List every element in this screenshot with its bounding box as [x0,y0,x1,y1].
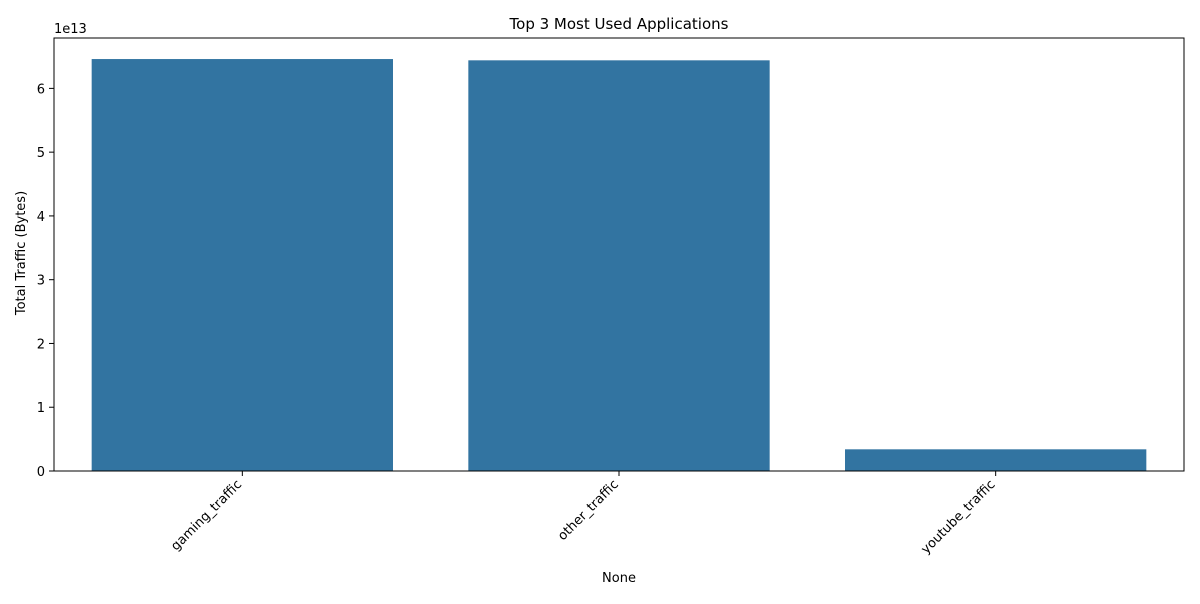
x-tick-label: youtube_traffic [919,477,999,557]
y-tick-label: 0 [37,465,45,480]
bar-gaming-traffic [91,59,394,471]
x-tick-label: other_traffic [555,477,622,544]
plot-area: 0 1 2 3 4 5 6 gaming_traffic other_traffic youtub… [37,37,1185,557]
plot-frame [53,37,1185,472]
y-axis-label: Total Traffic (Bytes) [14,191,29,316]
y-tick-label: 3 [37,274,45,289]
bar-other-traffic [468,60,770,472]
y-tick-label: 5 [37,146,45,161]
bar-youtube-traffic [845,449,1147,471]
y-tick-label: 6 [37,82,45,97]
y-tick-label: 1 [37,401,45,416]
chart-title: Top 3 Most Used Applications [509,15,729,33]
x-tick-label: gaming_traffic [168,477,245,554]
y-tick-label: 4 [37,210,45,225]
x-axis-label: None [602,571,636,586]
y-axis-offset-label: 1e13 [54,22,87,37]
y-tick-label: 2 [37,337,45,352]
